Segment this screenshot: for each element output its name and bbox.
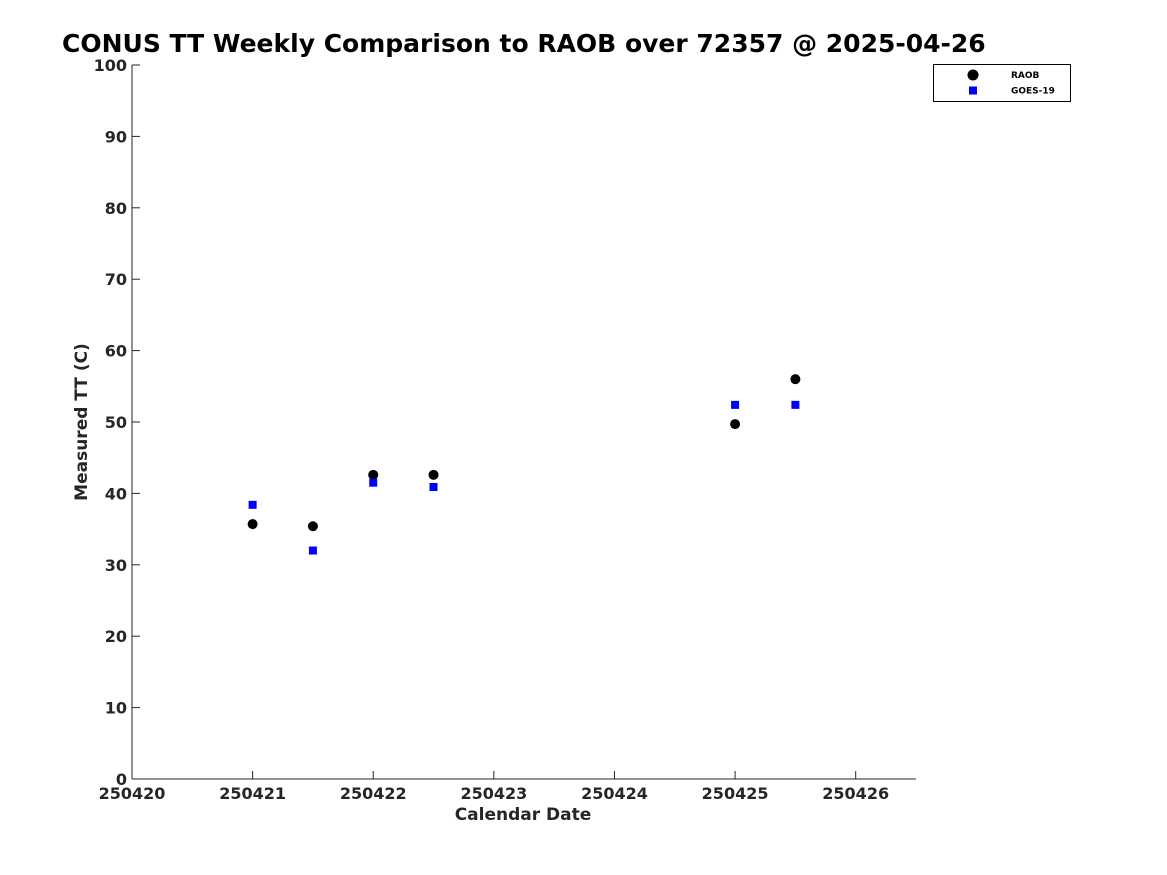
y-tick-label: 80 [105, 199, 127, 218]
y-tick-label: 30 [105, 556, 127, 575]
goes-point [429, 482, 438, 491]
axes [131, 65, 916, 780]
x-tick-label: 250425 [702, 784, 769, 803]
goes-point [308, 546, 317, 555]
chart-title: CONUS TT Weekly Comparison to RAOB over … [62, 29, 986, 58]
legend-box [933, 64, 1071, 102]
goes-point [369, 478, 378, 487]
y-axis-label: Measured TT (C) [72, 343, 92, 501]
legend-marker-goes [969, 86, 977, 95]
y-tick-label: 70 [105, 270, 127, 289]
series-goes-19 [248, 400, 800, 555]
y-axis-ticks: 0 10 20 30 40 50 60 70 80 90 100 [94, 56, 140, 789]
legend-label: RAOB [1011, 71, 1040, 81]
raob-point [307, 521, 318, 532]
y-tick-label: 10 [105, 699, 127, 718]
x-tick-label: 250421 [219, 784, 286, 803]
x-axis-label: Calendar Date [455, 805, 592, 825]
data-points [247, 374, 801, 555]
raob-point [247, 519, 258, 530]
legend-label: GOES-19 [1011, 87, 1055, 97]
raob-point [368, 469, 379, 480]
x-tick-label: 250424 [581, 784, 648, 803]
legend-marker-raob [967, 69, 979, 81]
x-tick-label: 250426 [822, 784, 889, 803]
x-tick-label: 250423 [460, 784, 527, 803]
series-raob [247, 374, 801, 532]
goes-point [731, 400, 740, 409]
x-axis-ticks: 250420 250421 250422 250423 250424 250425 2504… [99, 771, 889, 803]
x-tick-label: 250422 [340, 784, 407, 803]
raob-point [730, 419, 741, 430]
x-tick-label: 250420 [99, 784, 166, 803]
y-tick-label: 40 [105, 484, 127, 503]
legend: RAOB GOES-19 [933, 64, 1071, 102]
raob-point [790, 374, 801, 385]
y-tick-label: 50 [105, 413, 127, 432]
y-tick-label: 20 [105, 627, 127, 646]
y-tick-label: 0 [116, 770, 127, 789]
goes-point [248, 500, 257, 509]
y-tick-label: 90 [105, 127, 127, 146]
y-tick-label: 100 [94, 56, 127, 75]
y-tick-label: 60 [105, 342, 127, 361]
raob-point [428, 469, 439, 480]
goes-point [791, 400, 800, 409]
